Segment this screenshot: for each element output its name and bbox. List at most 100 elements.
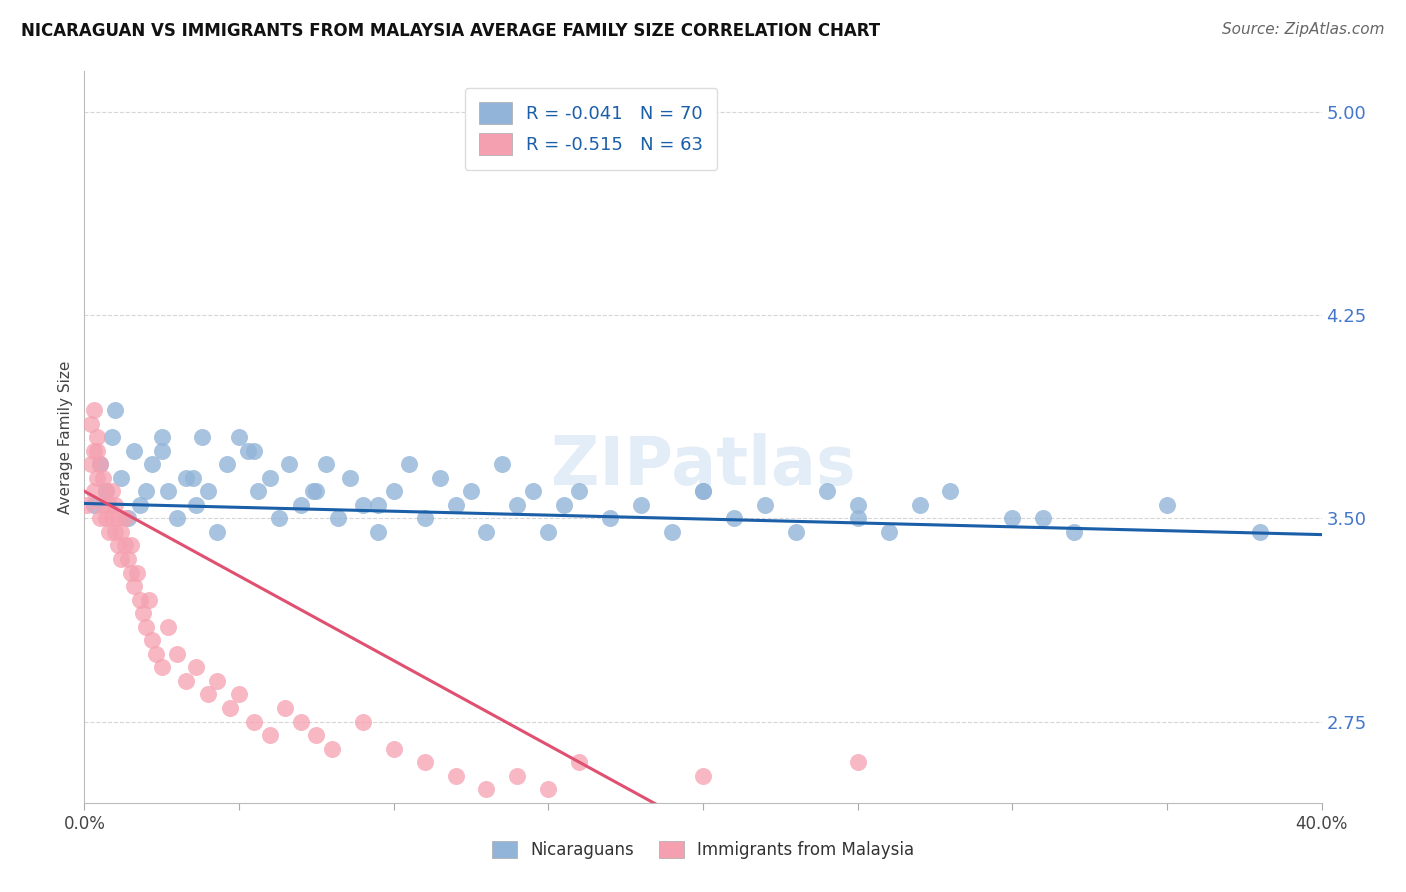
Point [326, 511, 349, 525]
Point [692, 769, 714, 783]
Point [86, 471, 108, 485]
Point [83, 403, 105, 417]
Point [207, 673, 229, 688]
Point [352, 498, 374, 512]
Point [76, 498, 98, 512]
Point [246, 484, 269, 499]
Legend: Nicaraguans, Immigrants from Malaysia: Nicaraguans, Immigrants from Malaysia [484, 833, 922, 868]
Point [197, 688, 219, 702]
Point [568, 484, 591, 499]
Point [98, 498, 121, 512]
Point [846, 498, 869, 512]
Point [877, 524, 900, 539]
Point [754, 498, 776, 512]
Point [110, 524, 132, 539]
Point [506, 498, 529, 512]
Point [568, 755, 591, 769]
Point [553, 498, 575, 512]
Point [150, 443, 173, 458]
Point [120, 538, 142, 552]
Point [785, 524, 807, 539]
Point [197, 484, 219, 499]
Text: ZIPatlas: ZIPatlas [551, 434, 855, 500]
Y-axis label: Average Family Size: Average Family Size [58, 360, 73, 514]
Point [122, 579, 145, 593]
Point [166, 511, 188, 525]
Point [107, 511, 129, 525]
Point [315, 457, 337, 471]
Point [413, 511, 436, 525]
Point [537, 782, 560, 797]
Point [79, 457, 101, 471]
Point [114, 538, 136, 552]
Point [290, 714, 312, 729]
Point [110, 471, 132, 485]
Point [367, 498, 389, 512]
Point [94, 484, 117, 499]
Point [228, 688, 250, 702]
Point [815, 484, 838, 499]
Point [117, 511, 139, 525]
Point [1063, 524, 1085, 539]
Point [141, 633, 163, 648]
Point [150, 430, 173, 444]
Point [846, 511, 869, 525]
Point [339, 471, 361, 485]
Point [290, 498, 312, 512]
Point [460, 484, 482, 499]
Point [91, 471, 114, 485]
Point [630, 498, 652, 512]
Point [86, 430, 108, 444]
Point [939, 484, 962, 499]
Point [243, 714, 266, 729]
Point [908, 498, 931, 512]
Point [238, 443, 260, 458]
Point [101, 430, 124, 444]
Point [444, 769, 467, 783]
Point [1032, 511, 1054, 525]
Point [107, 538, 129, 552]
Point [723, 511, 745, 525]
Point [382, 484, 405, 499]
Point [132, 606, 155, 620]
Point [83, 484, 105, 499]
Point [1249, 524, 1271, 539]
Point [274, 701, 297, 715]
Point [537, 524, 560, 539]
Point [305, 484, 328, 499]
Point [429, 471, 451, 485]
Point [101, 511, 124, 525]
Text: Source: ZipAtlas.com: Source: ZipAtlas.com [1222, 22, 1385, 37]
Point [305, 728, 328, 742]
Point [321, 741, 343, 756]
Point [382, 741, 405, 756]
Point [184, 498, 207, 512]
Point [135, 620, 157, 634]
Point [661, 524, 683, 539]
Point [125, 566, 148, 580]
Point [94, 511, 117, 525]
Point [413, 755, 436, 769]
Point [98, 524, 121, 539]
Point [91, 498, 114, 512]
Point [277, 457, 299, 471]
Point [692, 484, 714, 499]
Point [86, 443, 108, 458]
Point [138, 592, 160, 607]
Point [269, 511, 291, 525]
Point [491, 457, 513, 471]
Point [352, 714, 374, 729]
Point [129, 592, 152, 607]
Point [506, 769, 529, 783]
Point [89, 457, 111, 471]
Point [83, 443, 105, 458]
Point [176, 471, 198, 485]
Point [1001, 511, 1024, 525]
Point [259, 471, 281, 485]
Point [156, 484, 179, 499]
Point [104, 498, 127, 512]
Point [120, 566, 142, 580]
Point [150, 660, 173, 674]
Point [117, 552, 139, 566]
Text: NICARAGUAN VS IMMIGRANTS FROM MALAYSIA AVERAGE FAMILY SIZE CORRELATION CHART: NICARAGUAN VS IMMIGRANTS FROM MALAYSIA A… [21, 22, 880, 40]
